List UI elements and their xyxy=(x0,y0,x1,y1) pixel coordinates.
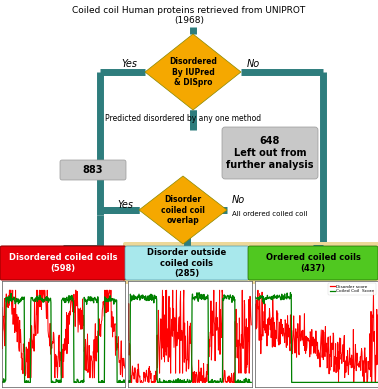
Text: Coiled coil Human proteins retrieved from UNIPROT: Coiled coil Human proteins retrieved fro… xyxy=(72,6,306,15)
Text: Yes: Yes xyxy=(121,59,137,69)
Text: Disorder outside
coiled coils
(285): Disorder outside coiled coils (285) xyxy=(147,248,227,278)
Text: Disordered coiled coils
(598): Disordered coiled coils (598) xyxy=(9,253,117,273)
FancyBboxPatch shape xyxy=(0,246,126,280)
Text: 648
Left out from
further analysis: 648 Left out from further analysis xyxy=(226,137,314,170)
Text: Disordered
By IUPred
& DISpro: Disordered By IUPred & DISpro xyxy=(169,57,217,87)
FancyBboxPatch shape xyxy=(248,246,378,280)
Polygon shape xyxy=(139,176,227,244)
Text: 883: 883 xyxy=(83,165,103,175)
Text: Disorder
coiled coil
overlap: Disorder coiled coil overlap xyxy=(161,195,205,225)
Text: No: No xyxy=(232,195,245,205)
Text: All ordered coiled coil: All ordered coiled coil xyxy=(232,211,307,217)
Legend: Disorder score, Coiled Coil  Score: Disorder score, Coiled Coil Score xyxy=(328,283,376,295)
Text: (1968): (1968) xyxy=(174,16,204,25)
FancyBboxPatch shape xyxy=(60,160,126,180)
FancyBboxPatch shape xyxy=(222,127,318,179)
Text: Predicted disordered by any one method: Predicted disordered by any one method xyxy=(105,114,261,123)
Text: Yes: Yes xyxy=(117,200,133,210)
FancyBboxPatch shape xyxy=(125,246,249,280)
Polygon shape xyxy=(145,34,241,110)
Text: Ordered coiled coils
(437): Ordered coiled coils (437) xyxy=(266,253,361,273)
Text: No: No xyxy=(247,59,260,69)
FancyBboxPatch shape xyxy=(123,242,378,284)
